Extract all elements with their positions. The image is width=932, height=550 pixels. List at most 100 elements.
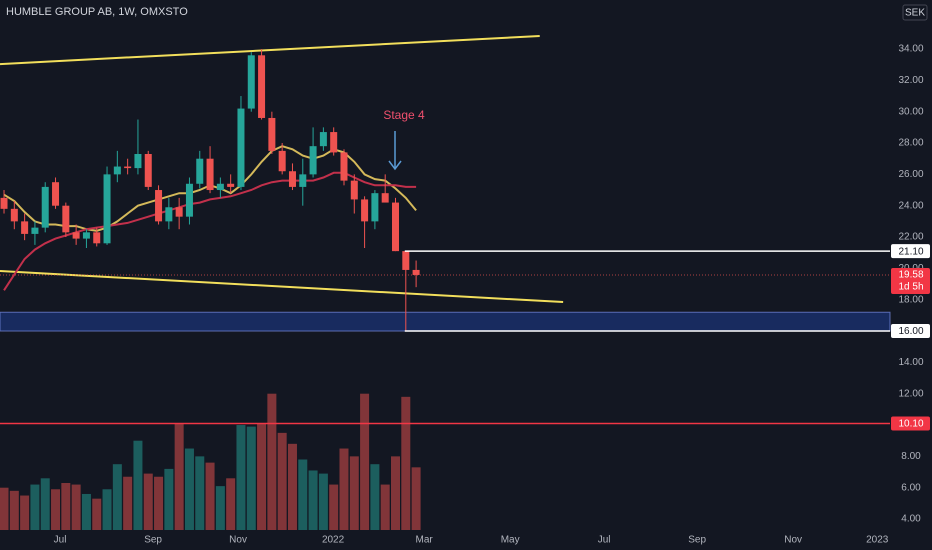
candle-body	[206, 158, 214, 191]
candle-body	[402, 251, 410, 270]
volume-bar	[0, 487, 9, 530]
annotation: Stage 4	[383, 108, 425, 122]
volume-bar	[339, 448, 349, 530]
candle-body	[113, 166, 121, 175]
volume-bar	[246, 426, 256, 530]
volume-bar	[174, 423, 184, 530]
candle-body	[268, 117, 276, 151]
price-label-box	[891, 244, 930, 259]
x-tick-label: Jul	[54, 535, 67, 546]
volume-bar	[61, 483, 71, 530]
candle-body	[134, 154, 142, 169]
candle-body	[10, 208, 18, 222]
volume-bar	[164, 468, 174, 530]
price-label: 16.00	[898, 326, 923, 337]
volume-bar	[380, 484, 390, 530]
candle-body	[185, 183, 193, 217]
volume-bar	[143, 473, 153, 530]
x-tick-label: Sep	[144, 535, 162, 546]
volume-bar	[298, 459, 308, 530]
candle-body	[361, 199, 369, 222]
y-tick-label: 18.00	[898, 294, 923, 305]
volume-bar	[51, 489, 61, 530]
volume-bar	[40, 478, 50, 530]
y-tick-label: 14.00	[898, 357, 923, 368]
volume-bar	[205, 462, 215, 530]
volume-bar	[411, 467, 421, 530]
volume-bar	[123, 476, 133, 530]
y-tick-label: 8.00	[901, 451, 921, 462]
price-label: 21.10	[898, 246, 923, 257]
y-tick-label: 4.00	[901, 514, 921, 525]
y-tick-label: 22.00	[898, 232, 923, 243]
candle-body	[258, 55, 266, 118]
candle-body	[288, 171, 296, 187]
volume-bar	[226, 478, 236, 530]
candle-body	[21, 221, 29, 234]
volume-bar	[133, 440, 143, 530]
candle-body	[72, 232, 80, 239]
candle-body	[237, 108, 245, 187]
last-price-box	[891, 267, 930, 294]
volume-bar	[20, 495, 30, 530]
x-tick-label: Nov	[784, 535, 802, 546]
y-tick-label: 12.00	[898, 388, 923, 399]
volume-bar	[195, 456, 205, 530]
volume-bar	[215, 486, 225, 530]
arrow-head	[388, 160, 402, 171]
plot-area	[0, 35, 891, 530]
volume-bar	[92, 498, 102, 530]
candle-body	[371, 193, 379, 222]
candle-body	[247, 55, 255, 109]
candle-body	[82, 232, 90, 239]
countdown: 1d 5h	[898, 282, 923, 293]
volume-bar	[349, 456, 359, 530]
y-tick-label: 34.00	[898, 44, 923, 55]
candle-body	[227, 183, 235, 187]
currency-box[interactable]	[902, 4, 928, 21]
candle-body	[41, 186, 49, 228]
price-label-box	[891, 416, 930, 431]
volume-bar	[257, 423, 267, 530]
candle-body	[216, 183, 224, 191]
candle-body	[350, 180, 358, 200]
volume-bar	[267, 393, 277, 530]
volume-bar	[318, 473, 328, 530]
x-tick-label: Jul	[598, 535, 611, 546]
volume-bar	[184, 448, 194, 530]
candle-body	[124, 166, 132, 169]
trendline	[0, 35, 540, 66]
candle-body	[319, 132, 327, 147]
x-tick-label: 2022	[322, 535, 345, 546]
x-tick-label: Mar	[416, 535, 434, 546]
volume-bar	[401, 396, 411, 530]
candle-body	[278, 150, 286, 172]
y-tick-label: 26.00	[898, 169, 923, 180]
volume-bar	[102, 489, 112, 530]
y-tick-label: 24.00	[898, 200, 923, 211]
candle-body	[103, 174, 111, 244]
candle-body	[155, 190, 163, 222]
volume-bar	[287, 443, 297, 530]
volume-bar	[360, 393, 370, 530]
candle-body	[52, 182, 60, 206]
candle-body	[196, 158, 204, 184]
x-tick-label: Sep	[688, 535, 706, 546]
volume-bar	[390, 456, 400, 530]
volume-bar	[30, 484, 40, 530]
currency[interactable]: SEK	[905, 8, 925, 19]
zone	[0, 311, 891, 332]
candle-body	[391, 202, 399, 252]
y-tick-label: 32.00	[898, 75, 923, 86]
candle-body	[0, 197, 8, 209]
volume-bar	[112, 464, 122, 530]
candle-body	[62, 205, 70, 233]
candle-body	[93, 232, 101, 244]
price-label: 10.10	[898, 419, 923, 430]
last-price-label: 19.58	[898, 270, 923, 281]
y-tick-label: 28.00	[898, 138, 923, 149]
x-tick-label: 2023	[866, 535, 889, 546]
candle-body	[299, 174, 307, 187]
candle-body	[381, 193, 389, 203]
x-tick-label: May	[501, 535, 520, 546]
